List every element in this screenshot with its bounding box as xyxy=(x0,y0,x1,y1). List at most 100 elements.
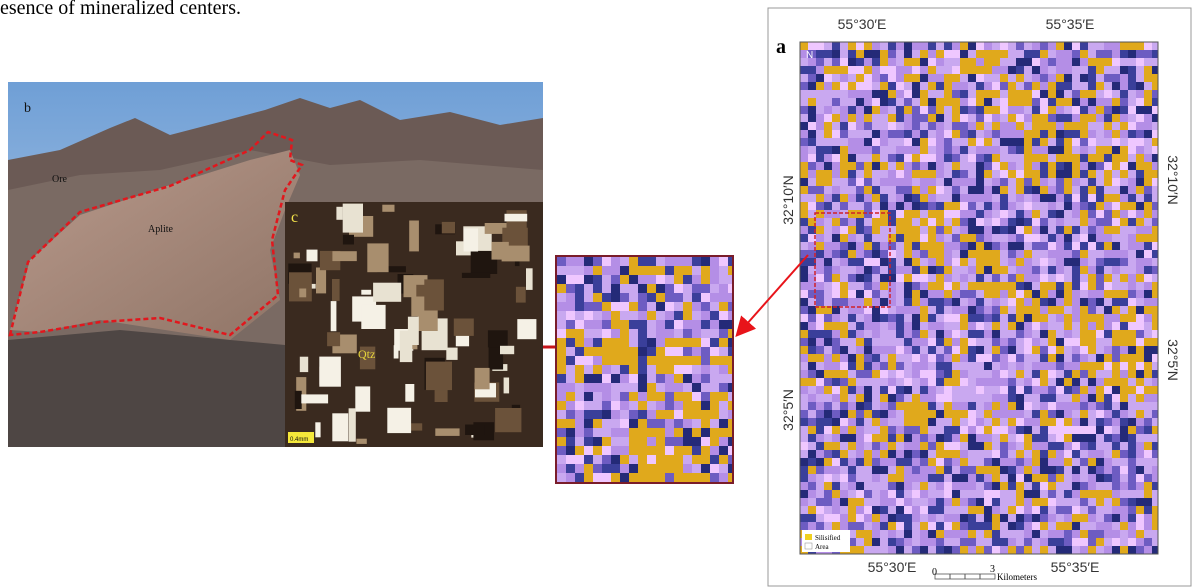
map-cell xyxy=(1088,66,1096,74)
map-cell xyxy=(856,290,864,298)
map-cell xyxy=(944,162,952,170)
zoom-cell xyxy=(638,302,647,311)
map-cell xyxy=(912,410,920,418)
map-cell xyxy=(912,122,920,130)
map-cell xyxy=(1088,338,1096,346)
map-cell xyxy=(1000,66,1008,74)
map-cell xyxy=(896,530,904,538)
map-cell xyxy=(1048,90,1056,98)
map-cell xyxy=(944,426,952,434)
map-cell xyxy=(1056,106,1064,114)
map-cell xyxy=(1024,274,1032,282)
map-cell xyxy=(888,218,896,226)
zoom-cell xyxy=(593,374,602,383)
map-cell xyxy=(1008,538,1016,546)
map-cell xyxy=(944,370,952,378)
map-cell xyxy=(1128,514,1136,522)
map-cell xyxy=(1040,178,1048,186)
zoom-cell xyxy=(692,419,701,428)
map-cell xyxy=(824,290,832,298)
zoom-cell xyxy=(593,410,602,419)
map-cell xyxy=(992,170,1000,178)
map-cell xyxy=(1056,266,1064,274)
zoom-cell xyxy=(719,347,728,356)
map-cell xyxy=(1104,82,1112,90)
map-cell xyxy=(1136,362,1144,370)
map-cell xyxy=(1144,490,1152,498)
map-cell xyxy=(816,362,824,370)
map-cell xyxy=(1000,442,1008,450)
map-cell xyxy=(896,306,904,314)
map-cell xyxy=(904,82,912,90)
map-cell xyxy=(872,258,880,266)
map-cell xyxy=(1128,202,1136,210)
map-cell xyxy=(1024,418,1032,426)
map-cell xyxy=(1088,250,1096,258)
map-cell xyxy=(1120,514,1128,522)
zoom-cell xyxy=(638,428,647,437)
map-cell xyxy=(992,202,1000,210)
map-cell xyxy=(952,146,960,154)
map-cell xyxy=(920,154,928,162)
map-cell xyxy=(1120,58,1128,66)
map-cell xyxy=(984,146,992,154)
map-cell xyxy=(1120,234,1128,242)
zoom-cell xyxy=(620,257,629,266)
zoom-cell xyxy=(647,437,656,446)
zoom-cell xyxy=(674,338,683,347)
map-cell xyxy=(968,442,976,450)
map-cell xyxy=(920,290,928,298)
map-cell xyxy=(944,306,952,314)
map-cell xyxy=(1112,418,1120,426)
map-cell xyxy=(992,322,1000,330)
grain xyxy=(295,391,302,409)
map-cell xyxy=(1080,178,1088,186)
map-cell xyxy=(1072,42,1080,50)
map-cell xyxy=(1072,490,1080,498)
map-cell xyxy=(1144,506,1152,514)
zoom-cell xyxy=(611,464,620,473)
zoom-cell xyxy=(620,329,629,338)
map-cell xyxy=(1064,330,1072,338)
map-cell xyxy=(1088,130,1096,138)
map-cell xyxy=(1128,338,1136,346)
map-cell xyxy=(1056,138,1064,146)
map-cell xyxy=(1008,466,1016,474)
zoom-cell xyxy=(638,338,647,347)
map-cell xyxy=(1104,402,1112,410)
zoom-cell xyxy=(629,446,638,455)
map-cell xyxy=(984,258,992,266)
map-cell xyxy=(832,242,840,250)
zoom-cell xyxy=(647,320,656,329)
map-cell xyxy=(1080,386,1088,394)
map-cell xyxy=(1040,474,1048,482)
map-cell xyxy=(1064,386,1072,394)
map-cell xyxy=(936,514,944,522)
zoom-cell xyxy=(638,266,647,275)
grain xyxy=(373,283,401,302)
grain xyxy=(301,394,328,403)
map-cell xyxy=(808,162,816,170)
map-cell xyxy=(1120,322,1128,330)
map-cell xyxy=(896,74,904,82)
map-cell xyxy=(1128,306,1136,314)
map-cell xyxy=(1064,346,1072,354)
map-cell xyxy=(1072,482,1080,490)
map-cell xyxy=(976,474,984,482)
map-cell xyxy=(1040,362,1048,370)
zoom-cell xyxy=(719,329,728,338)
map-cell xyxy=(1088,322,1096,330)
map-cell xyxy=(1048,322,1056,330)
map-cell xyxy=(960,194,968,202)
map-cell xyxy=(1104,498,1112,506)
map-cell xyxy=(832,114,840,122)
zoom-cell xyxy=(593,419,602,428)
map-cell xyxy=(1144,402,1152,410)
map-cell xyxy=(1056,314,1064,322)
map-cell xyxy=(1096,330,1104,338)
map-cell xyxy=(864,98,872,106)
map-cell xyxy=(808,202,816,210)
lat-label: 32°10′N xyxy=(780,175,796,224)
map-cell xyxy=(1008,338,1016,346)
map-cell xyxy=(808,42,816,50)
